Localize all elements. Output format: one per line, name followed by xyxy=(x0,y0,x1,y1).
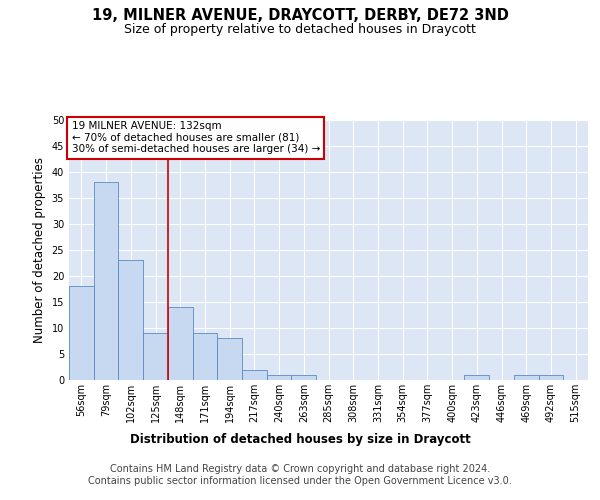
Bar xyxy=(267,375,292,380)
Bar xyxy=(118,260,143,380)
Bar xyxy=(539,375,563,380)
Bar xyxy=(514,375,539,380)
Bar xyxy=(94,182,118,380)
Text: 19 MILNER AVENUE: 132sqm
← 70% of detached houses are smaller (81)
30% of semi-d: 19 MILNER AVENUE: 132sqm ← 70% of detach… xyxy=(71,122,320,154)
Bar xyxy=(168,307,193,380)
Y-axis label: Number of detached properties: Number of detached properties xyxy=(33,157,46,343)
Bar xyxy=(217,338,242,380)
Text: 19, MILNER AVENUE, DRAYCOTT, DERBY, DE72 3ND: 19, MILNER AVENUE, DRAYCOTT, DERBY, DE72… xyxy=(92,8,508,22)
Text: Distribution of detached houses by size in Draycott: Distribution of detached houses by size … xyxy=(130,432,470,446)
Bar xyxy=(292,375,316,380)
Bar xyxy=(143,333,168,380)
Bar xyxy=(69,286,94,380)
Bar xyxy=(193,333,217,380)
Bar xyxy=(464,375,489,380)
Bar xyxy=(242,370,267,380)
Text: Size of property relative to detached houses in Draycott: Size of property relative to detached ho… xyxy=(124,22,476,36)
Text: Contains HM Land Registry data © Crown copyright and database right 2024.
Contai: Contains HM Land Registry data © Crown c… xyxy=(88,464,512,485)
